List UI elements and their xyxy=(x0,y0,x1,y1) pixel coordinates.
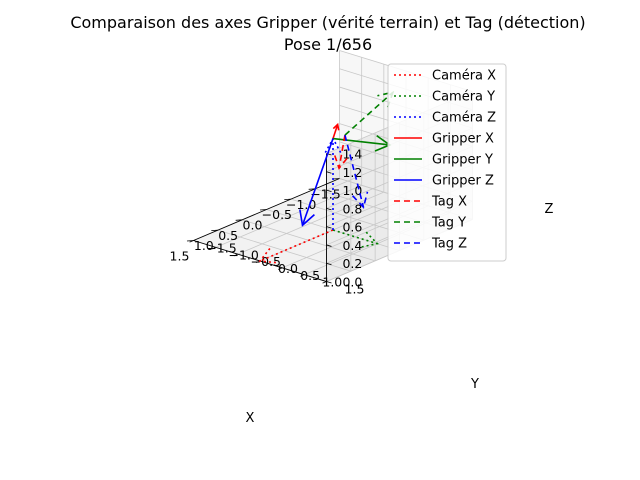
y-tick-label: −1.0 xyxy=(228,247,258,262)
tag-x-shaft xyxy=(338,134,346,169)
z-tick-mark xyxy=(326,244,332,247)
x-axis-label: X xyxy=(246,411,255,426)
gripper-z-shaft xyxy=(301,138,334,226)
legend: Caméra X Caméra Y Caméra Z Gripper X Gripper… xyxy=(387,63,507,262)
legend-frame xyxy=(387,63,507,262)
y-tick-mark xyxy=(322,281,327,284)
y-tick-mark xyxy=(278,267,283,270)
z-axis-label: Z xyxy=(545,202,554,217)
legend-label: Tag X xyxy=(431,195,467,210)
series-camera-y xyxy=(332,229,379,248)
grid-line xyxy=(237,191,384,255)
z-tick-label: 0.0 xyxy=(342,275,362,290)
z-tick-label: 0.4 xyxy=(342,238,362,253)
z-tick-label: 0.2 xyxy=(342,256,362,271)
y-axis-label: Y xyxy=(470,377,479,392)
gripper-y-shaft xyxy=(332,137,390,146)
legend-label: Gripper Y xyxy=(432,153,493,168)
camera-x-shaft xyxy=(259,229,334,262)
x-tick-label: 0.0 xyxy=(243,217,263,232)
y-tick-label: 1.0 xyxy=(322,275,342,290)
legend-label: Caméra Y xyxy=(432,90,495,105)
gripper-z-head xyxy=(299,209,315,227)
x-tick-label: −0.5 xyxy=(262,207,292,222)
z-tick-label: 0.6 xyxy=(342,220,362,235)
z-tick-label: 0.8 xyxy=(342,201,362,216)
z-tick-mark xyxy=(326,189,332,192)
tag-z-head xyxy=(351,191,369,209)
y-tick-label: 0.0 xyxy=(278,261,298,276)
gripper-x-head xyxy=(332,122,340,131)
z-tick-label: 1.4 xyxy=(342,147,362,162)
z-tick-mark xyxy=(326,281,332,284)
y-tick-label: −1.5 xyxy=(206,241,236,256)
z-tick-label: 1.2 xyxy=(342,165,362,180)
y-tick-mark xyxy=(233,253,238,257)
tag-x-head xyxy=(333,155,349,170)
camera-x-head xyxy=(258,247,276,264)
legend-label: Caméra Z xyxy=(432,111,496,126)
chart-title: Comparaison des axes Gripper (vérité ter… xyxy=(70,13,585,32)
gripper-x-shaft xyxy=(332,124,339,139)
series-gripper-z xyxy=(299,138,334,227)
x-tick-label: 1.0 xyxy=(194,238,214,253)
camera-y-head xyxy=(361,231,379,248)
tag-y-shaft xyxy=(344,91,394,136)
legend-label: Gripper X xyxy=(432,132,494,147)
tick-labels: −1.5−1.0−0.50.00.51.01.5−1.5−1.0−0.50.0 0… xyxy=(170,147,365,297)
z-tick-mark xyxy=(326,262,332,266)
tag-z-shaft xyxy=(344,134,365,208)
x-tick-label: −1.5 xyxy=(310,186,340,201)
legend-label: Tag Y xyxy=(431,216,466,231)
legend-label: Caméra X xyxy=(432,69,496,84)
z-tick-mark xyxy=(326,226,332,229)
x-tick-label: 1.5 xyxy=(170,249,190,264)
series-tag-x xyxy=(333,134,349,170)
grid-line xyxy=(215,184,362,248)
y-tick-mark xyxy=(211,246,216,250)
legend-label: Gripper Z xyxy=(432,174,494,189)
x-tick-label: 0.5 xyxy=(218,228,238,243)
legend-label: Tag Z xyxy=(431,237,467,252)
y-tick-label: 0.5 xyxy=(300,268,320,283)
series-camera-x xyxy=(258,229,334,264)
y-tick-mark xyxy=(189,240,194,243)
chart-subtitle: Pose 1/656 xyxy=(284,35,372,54)
z-tick-mark xyxy=(326,171,332,174)
z-tick-mark xyxy=(326,207,332,211)
y-tick-label: 1.5 xyxy=(345,282,365,297)
series-gripper-x xyxy=(332,122,340,139)
y-tick-mark xyxy=(300,274,305,277)
series-tag-z xyxy=(344,134,369,209)
